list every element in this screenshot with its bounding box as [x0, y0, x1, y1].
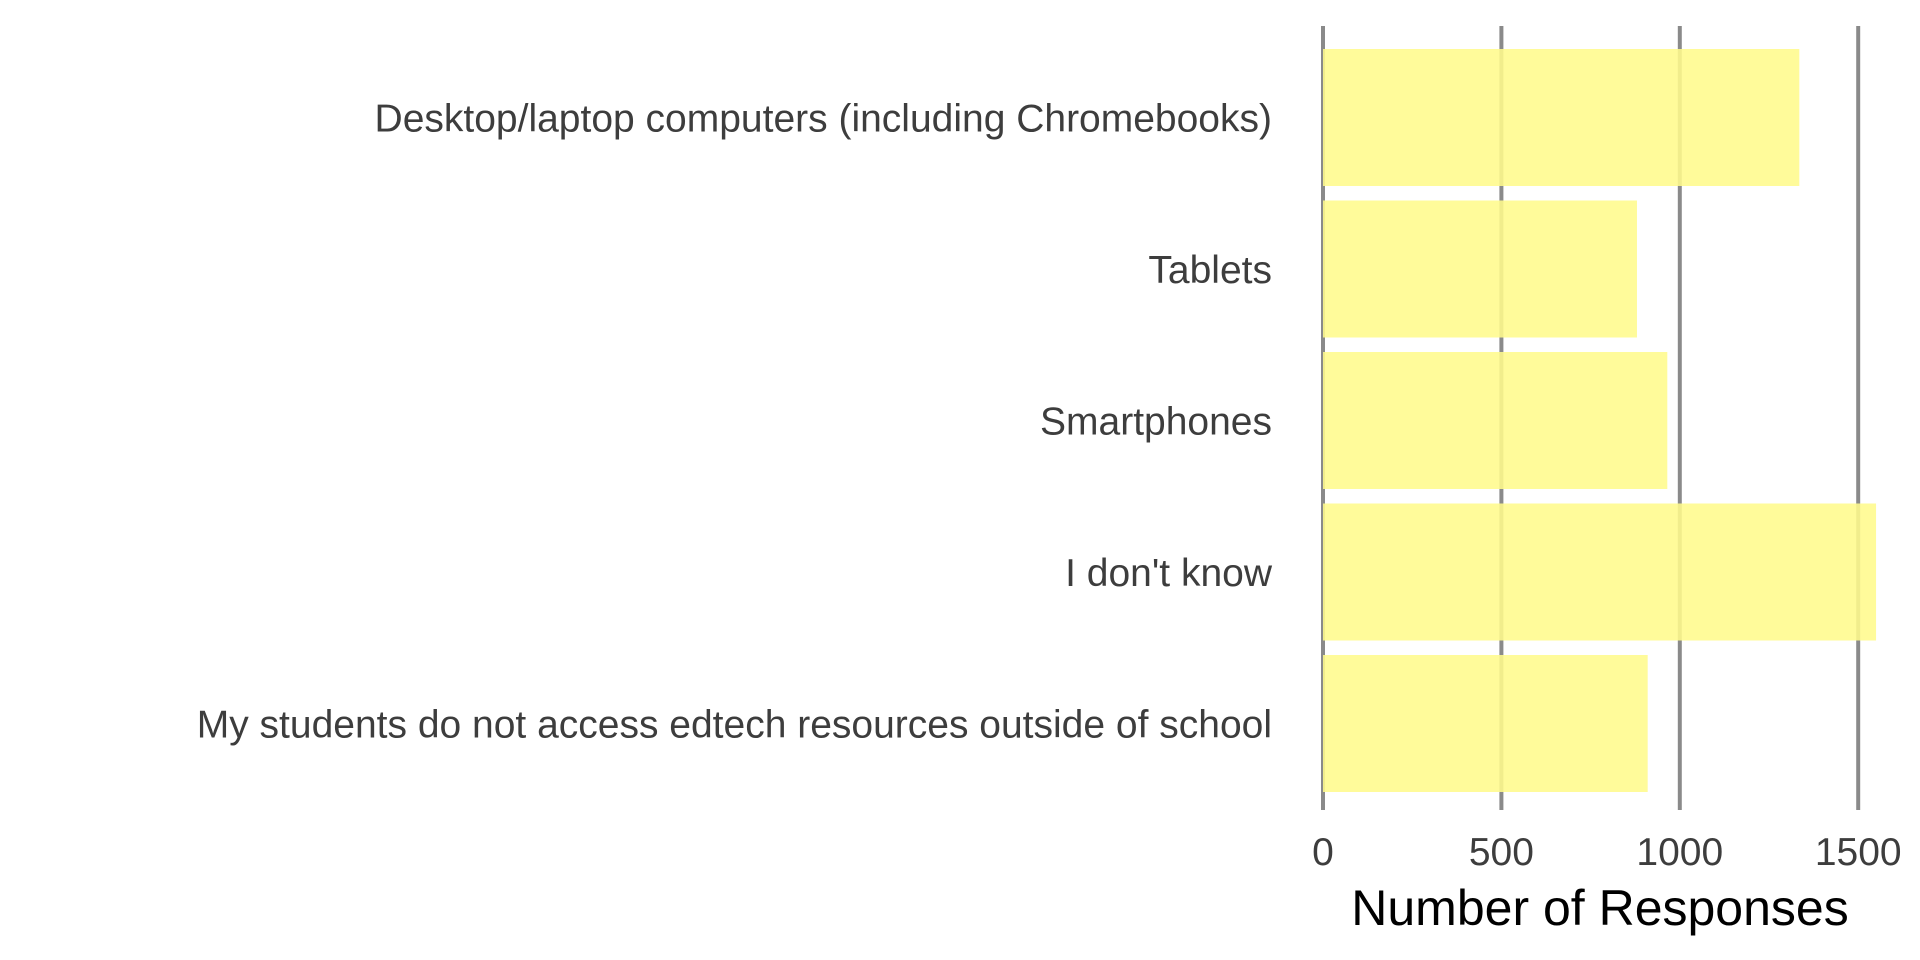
x-tick-label: 0	[1312, 831, 1334, 874]
bar-1	[1323, 49, 1800, 186]
category-label: I don't know	[1065, 552, 1273, 595]
bar-5	[1323, 655, 1648, 792]
bar-3	[1323, 352, 1668, 489]
category-labels: Desktop/laptop computers (including Chro…	[197, 98, 1273, 747]
x-tick-labels: 0 500 1000 1500	[1312, 831, 1901, 874]
category-label: My students do not access edtech resourc…	[197, 704, 1272, 747]
x-tick-label: 1000	[1636, 831, 1723, 874]
x-tick-label: 500	[1469, 831, 1534, 874]
category-label: Desktop/laptop computers (including Chro…	[375, 98, 1272, 141]
bar-2	[1323, 200, 1637, 338]
category-label: Smartphones	[1040, 401, 1272, 444]
bar-4	[1323, 503, 1877, 641]
x-tick-label: 1500	[1815, 831, 1902, 874]
x-axis-title: Number of Responses	[1351, 880, 1848, 936]
bars	[1323, 49, 1877, 792]
category-label: Tablets	[1148, 249, 1272, 292]
